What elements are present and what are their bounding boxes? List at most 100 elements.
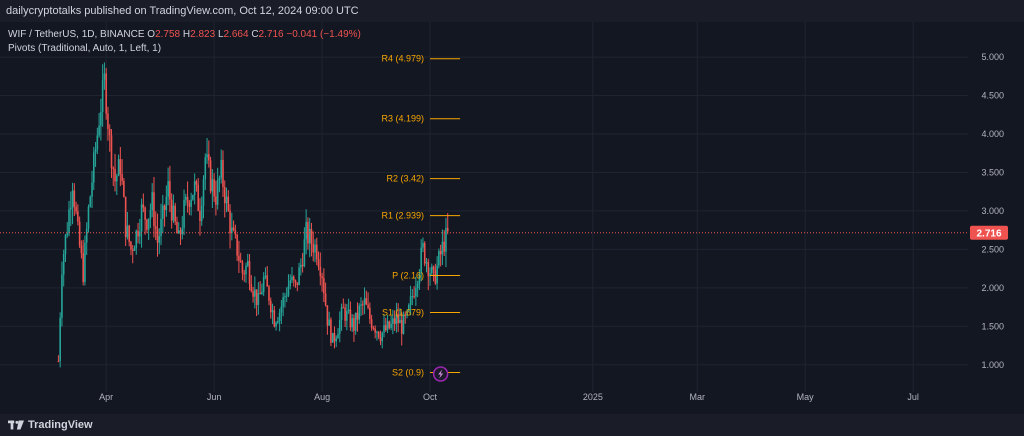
candle-body bbox=[68, 209, 70, 234]
candle-body bbox=[261, 291, 263, 295]
candle-body bbox=[96, 135, 99, 150]
candle-body bbox=[245, 265, 247, 275]
candle-body bbox=[208, 154, 210, 161]
candle-body bbox=[264, 275, 267, 278]
candle-body bbox=[98, 125, 100, 136]
candle-body bbox=[399, 319, 401, 324]
candle-body bbox=[200, 205, 203, 222]
candle-body bbox=[126, 225, 129, 238]
candle-body bbox=[397, 313, 399, 324]
candle-body bbox=[337, 333, 339, 339]
candle-body bbox=[73, 190, 76, 207]
candle-body bbox=[135, 230, 138, 249]
candle-body bbox=[413, 296, 415, 298]
candle-body bbox=[250, 283, 253, 292]
candle-body bbox=[369, 307, 371, 320]
candle-body bbox=[291, 276, 293, 281]
x-tick-label: May bbox=[797, 392, 815, 402]
candle-body bbox=[151, 192, 153, 210]
candle-body bbox=[188, 202, 191, 207]
candle-body bbox=[377, 331, 380, 338]
candle-body bbox=[142, 204, 145, 208]
candle-body bbox=[231, 227, 233, 234]
candle-body bbox=[427, 262, 430, 277]
candle-body bbox=[218, 177, 221, 180]
pivot-label: R1 (2.939) bbox=[381, 211, 424, 221]
candle-body bbox=[285, 295, 288, 297]
candle-body bbox=[234, 230, 237, 235]
candle-body bbox=[254, 289, 256, 297]
candle-body bbox=[273, 310, 276, 327]
candle-body bbox=[82, 253, 84, 282]
candle-body bbox=[117, 159, 120, 176]
candle-body bbox=[183, 199, 185, 229]
symbol-label[interactable]: WIF / TetherUS, 1D, BINANCE bbox=[8, 29, 145, 40]
candle-body bbox=[107, 113, 109, 129]
candle-body bbox=[147, 218, 150, 230]
candle-body bbox=[379, 337, 382, 342]
candle-body bbox=[326, 305, 329, 326]
candle-body bbox=[388, 321, 391, 328]
candle-body bbox=[439, 251, 442, 255]
candle-body bbox=[146, 219, 148, 230]
pivot-label: R4 (4.979) bbox=[381, 54, 424, 64]
candle-body bbox=[202, 179, 205, 206]
candle-body bbox=[248, 261, 251, 284]
candle-body bbox=[402, 314, 405, 334]
candle-body bbox=[353, 318, 355, 331]
candle-body bbox=[225, 196, 228, 204]
candle-body bbox=[77, 211, 79, 222]
candle-body bbox=[321, 276, 323, 279]
candle-body bbox=[370, 319, 373, 328]
y-tick-label: 1.000 bbox=[981, 360, 1004, 370]
candle-body bbox=[165, 196, 168, 210]
candle-body bbox=[57, 360, 60, 362]
candle-body bbox=[277, 321, 279, 323]
candle-body bbox=[331, 332, 334, 343]
candle-body bbox=[154, 226, 157, 229]
current-price-tag bbox=[970, 225, 1008, 240]
pivot-label: R3 (4.199) bbox=[381, 114, 424, 124]
candle-body bbox=[94, 149, 97, 153]
candle-body bbox=[91, 182, 93, 197]
candle-body bbox=[75, 206, 77, 212]
candle-body bbox=[330, 319, 332, 343]
candle-body bbox=[305, 222, 307, 240]
candle-body bbox=[181, 228, 184, 235]
candle-body bbox=[423, 242, 426, 264]
price-chart[interactable]: 1.000 1.500 2.000 2.500 3.000 3.500 4.000 4.500… bbox=[0, 22, 1024, 414]
candle-body bbox=[241, 262, 244, 274]
candle-body bbox=[284, 296, 286, 298]
candle-body bbox=[361, 304, 364, 306]
candle-body bbox=[363, 298, 366, 305]
candle-body bbox=[62, 254, 65, 275]
candle-body bbox=[340, 307, 343, 320]
candle-body bbox=[66, 233, 69, 236]
open-label: O bbox=[147, 29, 156, 40]
candle-body bbox=[85, 228, 88, 243]
indicator-label[interactable]: Pivots (Traditional, Auto, 1, Left, 1) bbox=[8, 43, 162, 54]
chart-area[interactable]: 1.000 1.500 2.000 2.500 3.000 3.500 4.000 4.500… bbox=[0, 22, 1024, 414]
candle-body bbox=[374, 328, 376, 333]
candle-body bbox=[153, 192, 155, 227]
candle-body bbox=[438, 251, 440, 266]
candle-body bbox=[269, 300, 272, 313]
tradingview-logo-text: TradingView bbox=[28, 419, 93, 431]
candle-body bbox=[420, 247, 422, 274]
x-tick-label: 2025 bbox=[583, 392, 603, 402]
candle-body bbox=[392, 318, 394, 324]
pivot-label: S2 (0.9) bbox=[392, 367, 424, 377]
candle-body bbox=[87, 206, 90, 229]
candle-body bbox=[446, 227, 449, 232]
candle-body bbox=[415, 288, 417, 297]
tradingview-logo[interactable]: TradingView bbox=[8, 416, 93, 434]
candle-body bbox=[216, 179, 219, 205]
candle-body bbox=[174, 205, 176, 222]
candle-body bbox=[123, 180, 125, 197]
candle-body bbox=[338, 319, 341, 334]
candle-body bbox=[128, 225, 130, 242]
candle-body bbox=[185, 196, 187, 200]
candle-body bbox=[209, 160, 212, 192]
candle-body bbox=[239, 260, 242, 263]
candle-body bbox=[167, 181, 169, 197]
